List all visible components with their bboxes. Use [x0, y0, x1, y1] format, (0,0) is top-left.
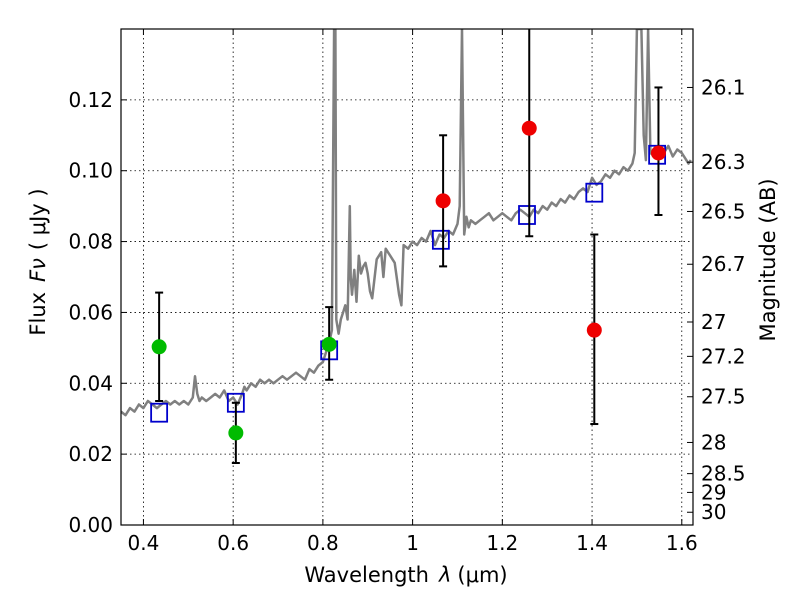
y-tick-label: 0.06 — [68, 300, 113, 324]
grid-lines — [121, 29, 693, 525]
y2-tick-label: 28 — [701, 430, 726, 454]
y2-tick-label: 26.1 — [701, 75, 746, 99]
y-tick-label: 0.10 — [68, 159, 113, 183]
plot-area — [121, 29, 692, 464]
x-axis-title: Wavelength λ (μm) — [304, 563, 507, 587]
y2-tick-label: 29 — [701, 480, 726, 504]
y2-tick-label: 30 — [701, 500, 726, 524]
y-axis-label: Flux — [26, 292, 50, 336]
y2-tick-label: 28.5 — [701, 462, 746, 486]
y-tick-label: 0.02 — [68, 442, 113, 466]
axes: 0.4 0.6 0.8 1 1.2 1.4 1.6 0.00 0.02 0.04 0.06 0.08 0… — [68, 29, 746, 555]
y2-tick-label: 27 — [701, 310, 726, 334]
observed-flux-point — [650, 145, 666, 161]
spectrum-line — [121, 29, 692, 417]
model-flux-square — [585, 182, 604, 203]
model-flux-square — [518, 205, 536, 225]
x-tick-label: 1.2 — [486, 531, 518, 555]
y2-tick-label: 26.3 — [701, 150, 746, 174]
x-tick-label: 1 — [406, 531, 419, 555]
x-axis-label: Wavelength — [304, 563, 429, 587]
y2-tick-label: 27.2 — [701, 344, 746, 368]
plot-frame — [120, 28, 694, 526]
y-tick-label: 0.12 — [68, 88, 113, 112]
x-tick-label: 0.6 — [217, 531, 249, 555]
y2-tick-label: 26.5 — [701, 199, 746, 223]
y2-tick-label: 27.5 — [701, 385, 746, 409]
x-tick-label: 0.4 — [128, 531, 160, 555]
y-axis-unit: ( μJy ) — [26, 188, 50, 250]
model-flux-square — [431, 229, 450, 250]
observed-flux-point — [151, 339, 167, 355]
x-tick-label: 1.4 — [576, 531, 608, 555]
x-axis-symbol: λ — [438, 563, 451, 587]
y-axis-symbol: Fν — [26, 258, 50, 282]
y-axis-title: Flux Fν ( μJy ) — [26, 188, 50, 335]
observed-flux-point — [435, 193, 451, 209]
observed-flux-point — [228, 425, 244, 441]
y2-axis-title: Magnitude (AB) — [756, 178, 780, 341]
observed-flux-point — [321, 336, 337, 352]
observed-flux-point — [521, 120, 537, 136]
model-flux-square — [150, 402, 169, 423]
x-tick-label: 0.8 — [307, 531, 339, 555]
x-tick-label: 1.6 — [666, 531, 698, 555]
x-axis-unit: (μm) — [457, 563, 507, 587]
y-tick-label: 0.08 — [68, 230, 113, 254]
y-tick-label: 0.00 — [68, 513, 113, 537]
y2-tick-label: 26.7 — [701, 252, 746, 276]
observed-flux-point — [586, 322, 602, 338]
y-tick-label: 0.04 — [68, 371, 113, 395]
